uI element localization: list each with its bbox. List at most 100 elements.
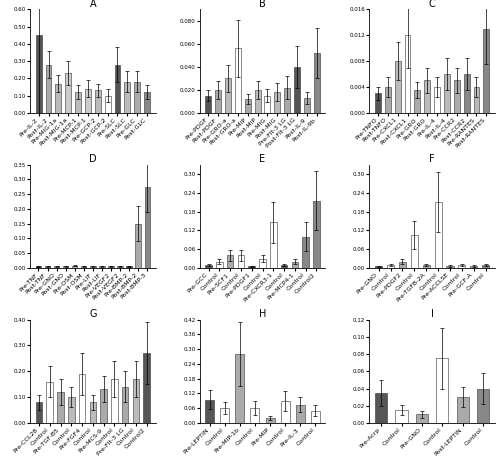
Bar <box>134 82 140 113</box>
Bar <box>100 389 107 423</box>
Bar <box>90 266 96 268</box>
Bar <box>313 201 320 268</box>
Bar <box>414 90 420 113</box>
Bar <box>63 266 68 268</box>
Title: H: H <box>259 309 266 319</box>
Bar <box>220 408 230 423</box>
Bar <box>284 87 290 113</box>
Bar <box>132 379 139 423</box>
Bar <box>474 87 480 113</box>
Bar <box>99 266 104 268</box>
Bar <box>424 80 430 113</box>
Bar <box>227 255 234 268</box>
Bar <box>296 405 304 423</box>
Bar <box>387 265 394 268</box>
Bar <box>292 262 298 268</box>
Bar <box>58 392 64 423</box>
Bar <box>122 387 128 423</box>
Bar <box>260 258 266 268</box>
Bar <box>404 35 410 113</box>
Bar <box>375 266 382 268</box>
Bar <box>444 74 450 113</box>
Bar <box>95 90 100 113</box>
Bar <box>72 266 78 268</box>
Bar <box>245 99 250 113</box>
Bar <box>280 401 289 423</box>
Bar <box>250 408 260 423</box>
Bar <box>144 353 150 423</box>
Bar <box>144 187 150 268</box>
Bar <box>236 354 244 423</box>
Bar <box>436 359 448 423</box>
Bar <box>45 266 50 268</box>
Bar <box>81 266 86 268</box>
Bar <box>458 266 466 268</box>
Bar <box>254 90 260 113</box>
Bar <box>375 94 381 113</box>
Bar <box>304 98 310 113</box>
Bar <box>66 73 71 113</box>
Bar <box>410 235 418 268</box>
Bar <box>294 67 300 113</box>
Bar <box>446 266 454 268</box>
Bar <box>456 397 469 423</box>
Bar <box>111 379 117 423</box>
Bar <box>216 262 222 268</box>
Bar <box>46 64 52 113</box>
Title: E: E <box>260 154 266 164</box>
Bar <box>484 29 490 113</box>
Title: I: I <box>430 309 434 319</box>
Bar <box>482 265 490 268</box>
Bar <box>394 61 400 113</box>
Bar <box>434 202 442 268</box>
Title: F: F <box>430 154 435 164</box>
Bar <box>422 265 430 268</box>
Bar <box>126 266 132 268</box>
Bar <box>68 397 74 423</box>
Bar <box>270 222 276 268</box>
Bar <box>274 92 280 113</box>
Bar <box>477 389 490 423</box>
Bar <box>206 400 214 423</box>
Bar <box>310 411 320 423</box>
Title: C: C <box>429 0 436 8</box>
Bar <box>225 78 231 113</box>
Bar <box>206 95 212 113</box>
Bar <box>454 80 460 113</box>
Bar <box>108 266 114 268</box>
Bar <box>85 89 91 113</box>
Title: B: B <box>259 0 266 8</box>
Bar <box>470 266 478 268</box>
Bar <box>248 266 255 268</box>
Bar <box>36 266 41 268</box>
Bar <box>90 402 96 423</box>
Bar <box>75 92 81 113</box>
Bar <box>46 382 53 423</box>
Bar <box>104 95 110 113</box>
Bar <box>118 266 123 268</box>
Bar <box>114 64 120 113</box>
Bar <box>56 84 62 113</box>
Bar <box>314 53 320 113</box>
Bar <box>54 266 60 268</box>
Bar <box>235 48 241 113</box>
Bar <box>206 266 212 268</box>
Bar <box>385 87 391 113</box>
Bar <box>124 82 130 113</box>
Title: D: D <box>89 154 96 164</box>
Bar <box>144 92 150 113</box>
Title: G: G <box>89 309 96 319</box>
Bar <box>375 393 388 423</box>
Bar <box>264 95 270 113</box>
Bar <box>79 374 86 423</box>
Title: A: A <box>90 0 96 8</box>
Bar <box>36 402 42 423</box>
Bar <box>416 415 428 423</box>
Bar <box>464 74 469 113</box>
Bar <box>434 87 440 113</box>
Bar <box>302 236 309 268</box>
Bar <box>36 35 42 113</box>
Bar <box>136 224 141 268</box>
Bar <box>238 255 244 268</box>
Bar <box>399 262 406 268</box>
